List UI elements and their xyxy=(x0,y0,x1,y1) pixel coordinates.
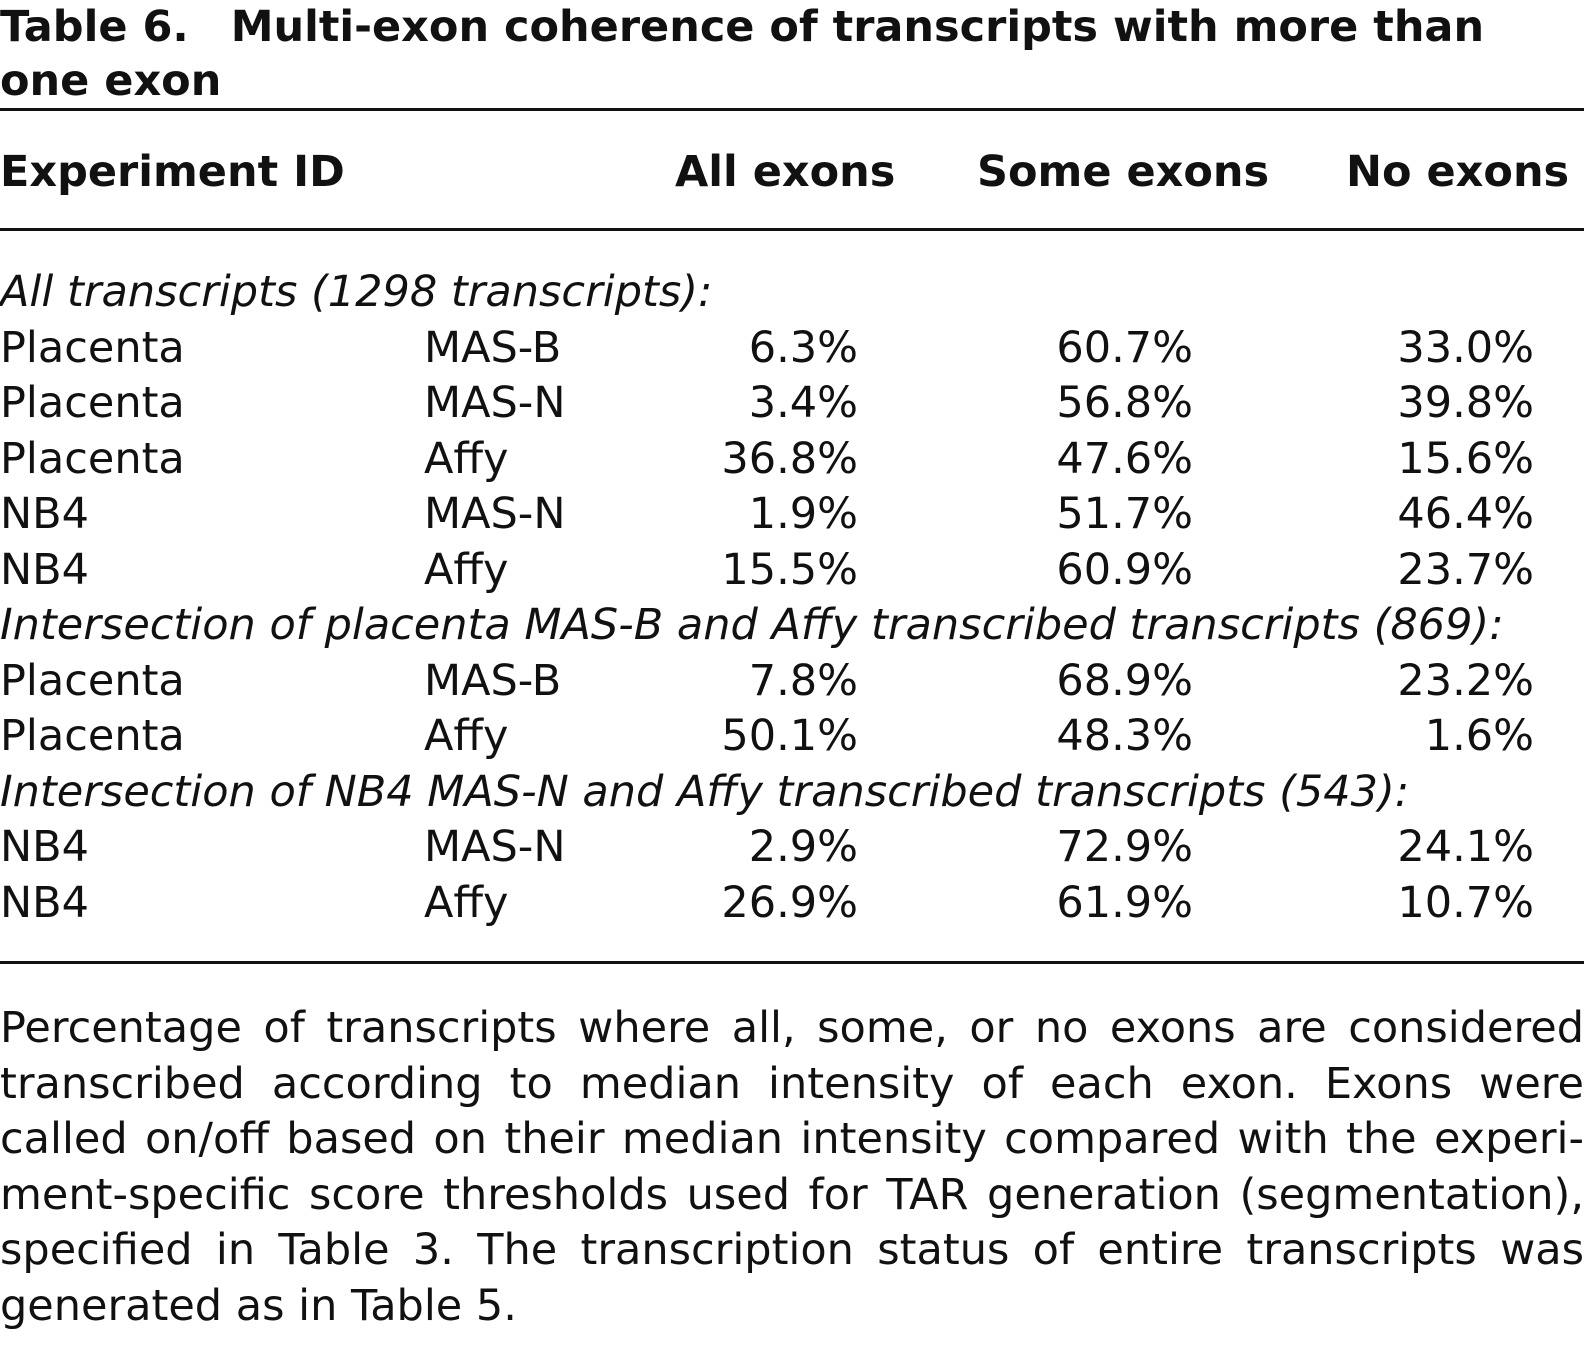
cell-sample: NB4 xyxy=(0,877,90,928)
cell-some-exons: 47.6% xyxy=(1056,433,1193,484)
table-row: Placenta Affy 36.8% 47.6% 15.6% xyxy=(0,431,1584,487)
table-row: NB4 MAS-N 2.9% 72.9% 24.1% xyxy=(0,819,1584,875)
cell-no-exons: 46.4% xyxy=(1397,489,1534,539)
table-row: Placenta MAS-B 7.8% 68.9% 23.2% xyxy=(0,653,1584,709)
cell-method: Affy xyxy=(424,544,509,595)
cell-method: Affy xyxy=(424,877,509,928)
table-row: NB4 Affy 15.5% 60.9% 23.7% xyxy=(0,542,1584,598)
cell-method: Affy xyxy=(424,433,509,484)
table-row: Placenta MAS-N 3.4% 56.8% 39.8% xyxy=(0,375,1584,431)
cell-sample: Placenta xyxy=(0,378,185,428)
cell-all-exons: 6.3% xyxy=(748,322,858,373)
table-footnote: Percentage of transcripts where all, som… xyxy=(0,1003,1584,1331)
cell-some-exons: 68.9% xyxy=(1056,655,1193,706)
column-header-some-exons: Some exons xyxy=(977,147,1270,197)
cell-sample: Placenta xyxy=(0,711,185,761)
table-row: Placenta MAS-B 6.3% 60.7% 33.0% xyxy=(0,320,1584,376)
cell-method: Affy xyxy=(424,711,509,761)
cell-no-exons: 33.0% xyxy=(1397,322,1534,373)
group-heading: All transcripts (1298 transcripts): xyxy=(0,267,713,317)
top-rule xyxy=(0,108,1584,111)
cell-method: MAS-N xyxy=(424,489,566,539)
cell-no-exons: 24.1% xyxy=(1397,822,1534,872)
cell-some-exons: 72.9% xyxy=(1056,822,1193,872)
cell-no-exons: 23.7% xyxy=(1397,544,1534,595)
cell-all-exons: 3.4% xyxy=(748,378,858,428)
cell-no-exons: 39.8% xyxy=(1397,378,1534,428)
table-caption: Multi-exon coherence of transcripts with… xyxy=(0,2,1485,106)
column-header-experiment-id: Experiment ID xyxy=(0,147,345,197)
cell-no-exons: 15.6% xyxy=(1397,433,1534,484)
cell-method: MAS-N xyxy=(424,378,566,428)
cell-no-exons: 10.7% xyxy=(1397,877,1534,928)
cell-method: MAS-B xyxy=(424,655,562,706)
column-header-no-exons: No exons xyxy=(1346,147,1570,197)
header-rule xyxy=(0,228,1584,231)
cell-some-exons: 60.9% xyxy=(1056,544,1193,595)
cell-all-exons: 36.8% xyxy=(721,433,858,484)
cell-some-exons: 48.3% xyxy=(1056,711,1193,761)
cell-sample: NB4 xyxy=(0,822,90,872)
column-header-all-exons: All exons xyxy=(675,147,896,197)
cell-no-exons: 1.6% xyxy=(1424,711,1534,761)
cell-all-exons: 7.8% xyxy=(748,655,858,706)
group-heading: Intersection of NB4 MAS-N and Affy trans… xyxy=(0,766,1410,817)
cell-all-exons: 15.5% xyxy=(721,544,858,595)
table-row: Placenta Affy 50.1% 48.3% 1.6% xyxy=(0,708,1584,764)
cell-all-exons: 1.9% xyxy=(748,489,858,539)
table-row: NB4 Affy 26.9% 61.9% 10.7% xyxy=(0,875,1584,931)
cell-some-exons: 56.8% xyxy=(1056,378,1193,428)
cell-method: MAS-B xyxy=(424,322,562,373)
cell-all-exons: 2.9% xyxy=(748,822,858,872)
group-heading: Intersection of placenta MAS-B and Affy … xyxy=(0,600,1504,650)
cell-sample: Placenta xyxy=(0,655,185,706)
cell-sample: NB4 xyxy=(0,544,90,595)
cell-some-exons: 51.7% xyxy=(1056,489,1193,539)
cell-some-exons: 60.7% xyxy=(1056,322,1193,373)
cell-sample: NB4 xyxy=(0,489,90,539)
cell-sample: Placenta xyxy=(0,433,185,484)
table-row: NB4 MAS-N 1.9% 51.7% 46.4% xyxy=(0,486,1584,542)
bottom-rule xyxy=(0,961,1584,964)
cell-all-exons: 26.9% xyxy=(721,877,858,928)
table-title: Table 6. Multi-exon coherence of transcri… xyxy=(0,0,1584,108)
cell-method: MAS-N xyxy=(424,822,566,872)
cell-all-exons: 50.1% xyxy=(721,711,858,761)
cell-no-exons: 23.2% xyxy=(1397,655,1534,706)
cell-sample: Placenta xyxy=(0,322,185,373)
table-label: Table 6. xyxy=(0,2,189,52)
cell-some-exons: 61.9% xyxy=(1056,877,1193,928)
